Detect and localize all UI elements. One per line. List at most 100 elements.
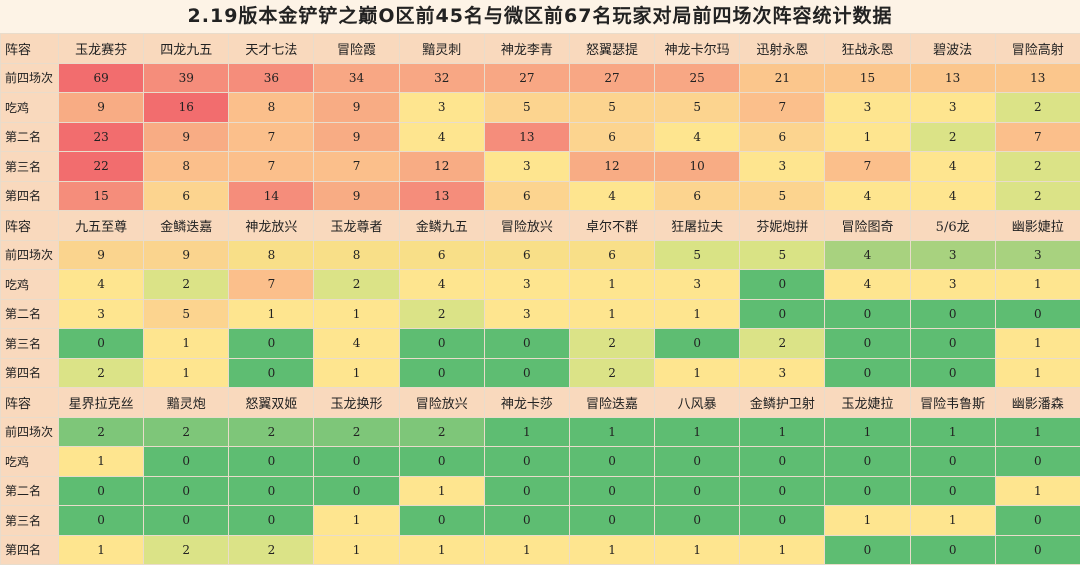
row-label: 第三名 bbox=[1, 506, 59, 536]
value-cell: 7 bbox=[314, 152, 399, 182]
value-cell: 3 bbox=[910, 93, 995, 123]
value-cell: 1 bbox=[314, 358, 399, 388]
row-label: 前四场次 bbox=[1, 240, 59, 270]
value-cell: 9 bbox=[144, 122, 229, 152]
value-cell: 6 bbox=[484, 240, 569, 270]
value-cell: 0 bbox=[569, 506, 654, 536]
value-cell: 5 bbox=[740, 181, 825, 211]
row-label: 第三名 bbox=[1, 152, 59, 182]
value-cell: 7 bbox=[995, 122, 1080, 152]
value-cell: 8 bbox=[144, 152, 229, 182]
row-label: 第二名 bbox=[1, 299, 59, 329]
comp-name-cell: 卓尔不群 bbox=[569, 211, 654, 241]
value-cell: 1 bbox=[825, 506, 910, 536]
value-cell: 3 bbox=[910, 240, 995, 270]
value-cell: 4 bbox=[825, 270, 910, 300]
value-cell: 0 bbox=[59, 506, 144, 536]
value-cell: 0 bbox=[825, 476, 910, 506]
value-cell: 7 bbox=[229, 152, 314, 182]
row-label: 前四场次 bbox=[1, 417, 59, 447]
value-cell: 34 bbox=[314, 63, 399, 93]
value-cell: 0 bbox=[144, 476, 229, 506]
value-cell: 9 bbox=[314, 122, 399, 152]
value-cell: 0 bbox=[740, 506, 825, 536]
comp-name-cell: 5/6龙 bbox=[910, 211, 995, 241]
value-cell: 1 bbox=[910, 506, 995, 536]
value-cell: 0 bbox=[910, 476, 995, 506]
value-cell: 0 bbox=[484, 447, 569, 477]
comp-name-cell: 冒险韦鲁斯 bbox=[910, 388, 995, 418]
value-cell: 1 bbox=[995, 358, 1080, 388]
comp-name-cell: 神龙放兴 bbox=[229, 211, 314, 241]
value-cell: 4 bbox=[825, 240, 910, 270]
value-cell: 4 bbox=[910, 181, 995, 211]
value-cell: 6 bbox=[484, 181, 569, 211]
row-label: 阵容 bbox=[1, 388, 59, 418]
value-cell: 23 bbox=[59, 122, 144, 152]
stats-table-body: 阵容玉龙赛芬四龙九五天才七法冒险霞黯灵刺神龙李青怒翼瑟提神龙卡尔玛迅射永恩狂战永… bbox=[1, 34, 1080, 565]
row-label: 第四名 bbox=[1, 358, 59, 388]
value-cell: 4 bbox=[910, 152, 995, 182]
value-cell: 1 bbox=[484, 417, 569, 447]
comp-name-cell: 神龙卡莎 bbox=[484, 388, 569, 418]
stats-table: 阵容玉龙赛芬四龙九五天才七法冒险霞黯灵刺神龙李青怒翼瑟提神龙卡尔玛迅射永恩狂战永… bbox=[0, 33, 1080, 565]
value-cell: 2 bbox=[399, 417, 484, 447]
comp-name-cell: 玉龙尊者 bbox=[314, 211, 399, 241]
value-cell: 0 bbox=[229, 476, 314, 506]
value-cell: 1 bbox=[229, 299, 314, 329]
comp-name-cell: 玉龙换形 bbox=[314, 388, 399, 418]
value-cell: 0 bbox=[144, 447, 229, 477]
value-cell: 2 bbox=[314, 417, 399, 447]
comp-name-cell: 星界拉克丝 bbox=[59, 388, 144, 418]
value-cell: 7 bbox=[825, 152, 910, 182]
value-cell: 6 bbox=[399, 240, 484, 270]
value-cell: 0 bbox=[995, 447, 1080, 477]
value-cell: 0 bbox=[910, 447, 995, 477]
value-cell: 9 bbox=[59, 240, 144, 270]
value-cell: 0 bbox=[910, 299, 995, 329]
value-cell: 9 bbox=[314, 181, 399, 211]
value-cell: 0 bbox=[59, 329, 144, 359]
value-cell: 2 bbox=[229, 535, 314, 565]
comp-name-cell: 玉龙婕拉 bbox=[825, 388, 910, 418]
comp-name-cell: 冒险放兴 bbox=[484, 211, 569, 241]
comp-name-cell: 神龙李青 bbox=[484, 34, 569, 64]
comp-name-cell: 碧波法 bbox=[910, 34, 995, 64]
value-cell: 0 bbox=[314, 447, 399, 477]
value-cell: 0 bbox=[825, 299, 910, 329]
value-cell: 2 bbox=[399, 299, 484, 329]
value-cell: 9 bbox=[59, 93, 144, 123]
value-cell: 2 bbox=[314, 270, 399, 300]
value-cell: 13 bbox=[484, 122, 569, 152]
value-cell: 1 bbox=[314, 506, 399, 536]
value-cell: 4 bbox=[399, 270, 484, 300]
value-cell: 0 bbox=[995, 299, 1080, 329]
value-cell: 2 bbox=[995, 93, 1080, 123]
value-cell: 7 bbox=[229, 270, 314, 300]
value-cell: 1 bbox=[655, 299, 740, 329]
comp-header-row: 阵容九五至尊金鳞迭嘉神龙放兴玉龙尊者金鳞九五冒险放兴卓尔不群狂屠拉夫芬妮炮拼冒险… bbox=[1, 211, 1080, 241]
value-cell: 3 bbox=[655, 270, 740, 300]
value-cell: 0 bbox=[655, 476, 740, 506]
value-cell: 3 bbox=[740, 152, 825, 182]
value-cell: 3 bbox=[399, 93, 484, 123]
value-cell: 2 bbox=[144, 417, 229, 447]
value-cell: 1 bbox=[995, 329, 1080, 359]
value-cell: 0 bbox=[910, 535, 995, 565]
value-cell: 1 bbox=[144, 358, 229, 388]
comp-name-cell: 金鳞迭嘉 bbox=[144, 211, 229, 241]
value-cell: 0 bbox=[995, 506, 1080, 536]
comp-name-cell: 金鳞护卫射 bbox=[740, 388, 825, 418]
value-cell: 5 bbox=[569, 93, 654, 123]
row-label: 第四名 bbox=[1, 535, 59, 565]
value-cell: 9 bbox=[314, 93, 399, 123]
value-cell: 2 bbox=[910, 122, 995, 152]
comp-name-cell: 黯灵刺 bbox=[399, 34, 484, 64]
value-cell: 1 bbox=[825, 122, 910, 152]
